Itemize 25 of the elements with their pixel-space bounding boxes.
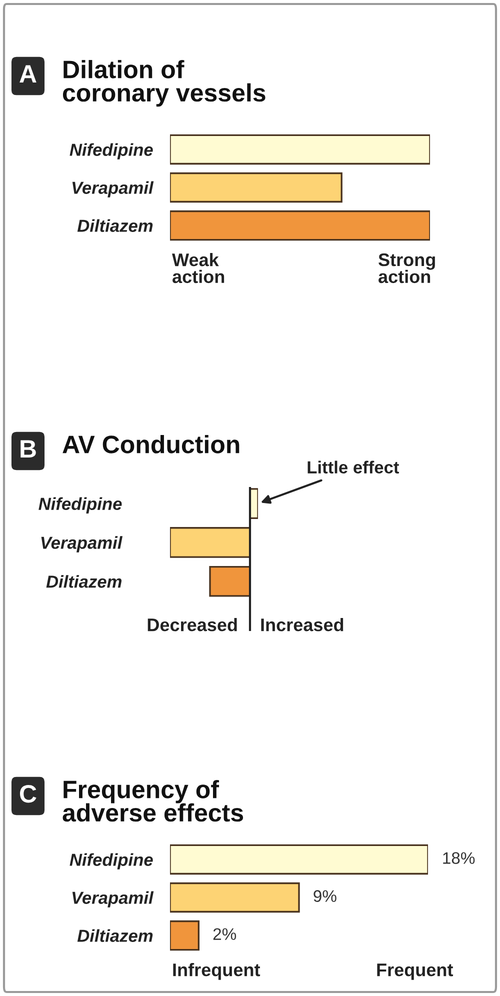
text: C [20, 785, 36, 803]
text: Increased [261, 618, 344, 632]
text: Weak action [172, 253, 224, 284]
chart-title: Frequency of adverse effects [62, 780, 244, 822]
y-tick-label: Verapamil [41, 536, 123, 552]
y-tick-label: Verapamil [72, 181, 154, 198]
y-tick-label: Verapamil [72, 891, 154, 908]
y-tick-label: Diltiazem [77, 219, 153, 232]
y-tick-label: Nifedipine [70, 143, 153, 160]
text: Strong action [378, 253, 435, 284]
y-tick-label: Nifedipine [38, 497, 122, 514]
chart-title: Dilation of coronary vessels [62, 60, 266, 107]
y-tick-label: Diltiazem [46, 575, 122, 588]
annotation: Decreased [148, 618, 237, 632]
data-label: 9% [314, 890, 336, 902]
data-label: 2% [213, 928, 236, 940]
text: Frequent [377, 964, 454, 980]
y-tick-label: Diltiazem [77, 929, 153, 942]
y-tick-label: Nifedipine [70, 853, 153, 870]
text: Infrequent [173, 963, 260, 980]
annotation: Little effect [308, 460, 400, 474]
data-label: 18% [443, 852, 475, 864]
chart-title: AV Conduction [62, 435, 240, 454]
text: A [20, 65, 36, 82]
text: B [20, 440, 36, 458]
